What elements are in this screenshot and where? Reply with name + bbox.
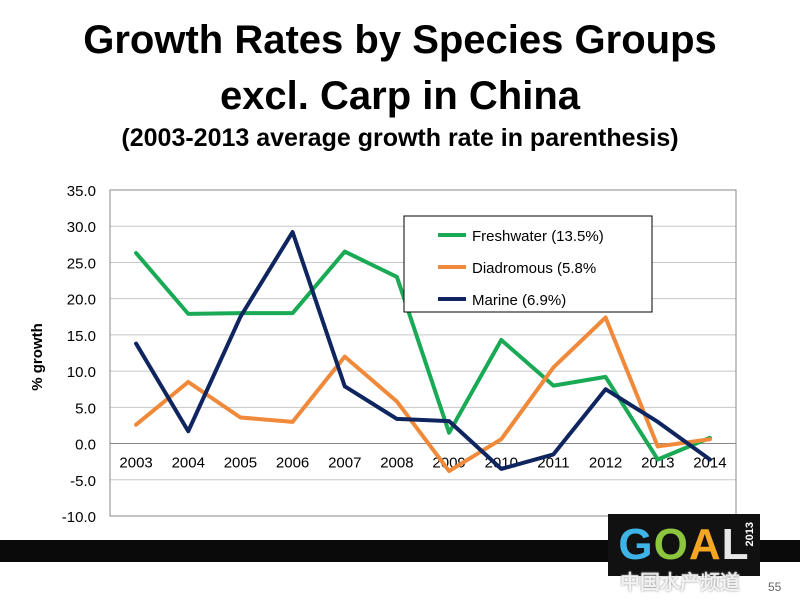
legend-box (403, 215, 653, 313)
x-tick-label: 2013 (641, 455, 674, 472)
y-tick-label: 10.0 (67, 364, 96, 381)
logo-year: 2013 (744, 522, 756, 547)
series-line-diadromous (134, 315, 712, 474)
x-tick-label: 2004 (172, 455, 205, 472)
logo-text: GOAL (618, 520, 750, 569)
y-tick-label: -5.0 (70, 473, 96, 490)
y-tick-label: 5.0 (75, 400, 96, 417)
y-tick-label: 20.0 (67, 292, 96, 309)
page-number: 55 (768, 580, 782, 594)
x-tick-label: 2005 (224, 455, 257, 472)
slide-title-line1: Growth Rates by Species Groups (83, 18, 717, 62)
legend-label-freshwater: Freshwater (13.5%) (472, 228, 604, 245)
footer-bar (0, 540, 800, 562)
y-tick-label: 0.0 (75, 437, 96, 454)
series-line-marine (134, 230, 712, 471)
y-tick-label: 35.0 (67, 183, 96, 200)
y-tick-label: 25.0 (67, 255, 96, 272)
x-tick-label: 2012 (589, 455, 622, 472)
watermark: 中国水产频道 (620, 572, 740, 594)
legend-label-marine: Marine (6.9%) (472, 292, 566, 309)
x-tick-label: 2014 (693, 455, 726, 472)
legend-label-diadromous: Diadromous (5.8% (472, 260, 596, 277)
slide-subtitle: (2003-2013 average growth rate in parent… (121, 124, 679, 152)
plot-frame (109, 189, 737, 517)
x-tick-label: 2003 (119, 455, 152, 472)
y-axis-label: % growth (29, 323, 46, 391)
y-tick-label: -10.0 (62, 509, 96, 526)
goal-logo: GOAL 2013 (608, 514, 760, 576)
x-tick-label: 2007 (328, 455, 361, 472)
x-tick-label: 2006 (276, 455, 309, 472)
x-tick-label: 2011 (537, 455, 569, 472)
x-tick-label: 2008 (380, 455, 413, 472)
y-tick-label: 15.0 (67, 328, 96, 345)
slide-title-line2: excl. Carp in China (219, 74, 581, 118)
series-line-freshwater (134, 249, 712, 462)
y-tick-label: 30.0 (67, 219, 96, 236)
